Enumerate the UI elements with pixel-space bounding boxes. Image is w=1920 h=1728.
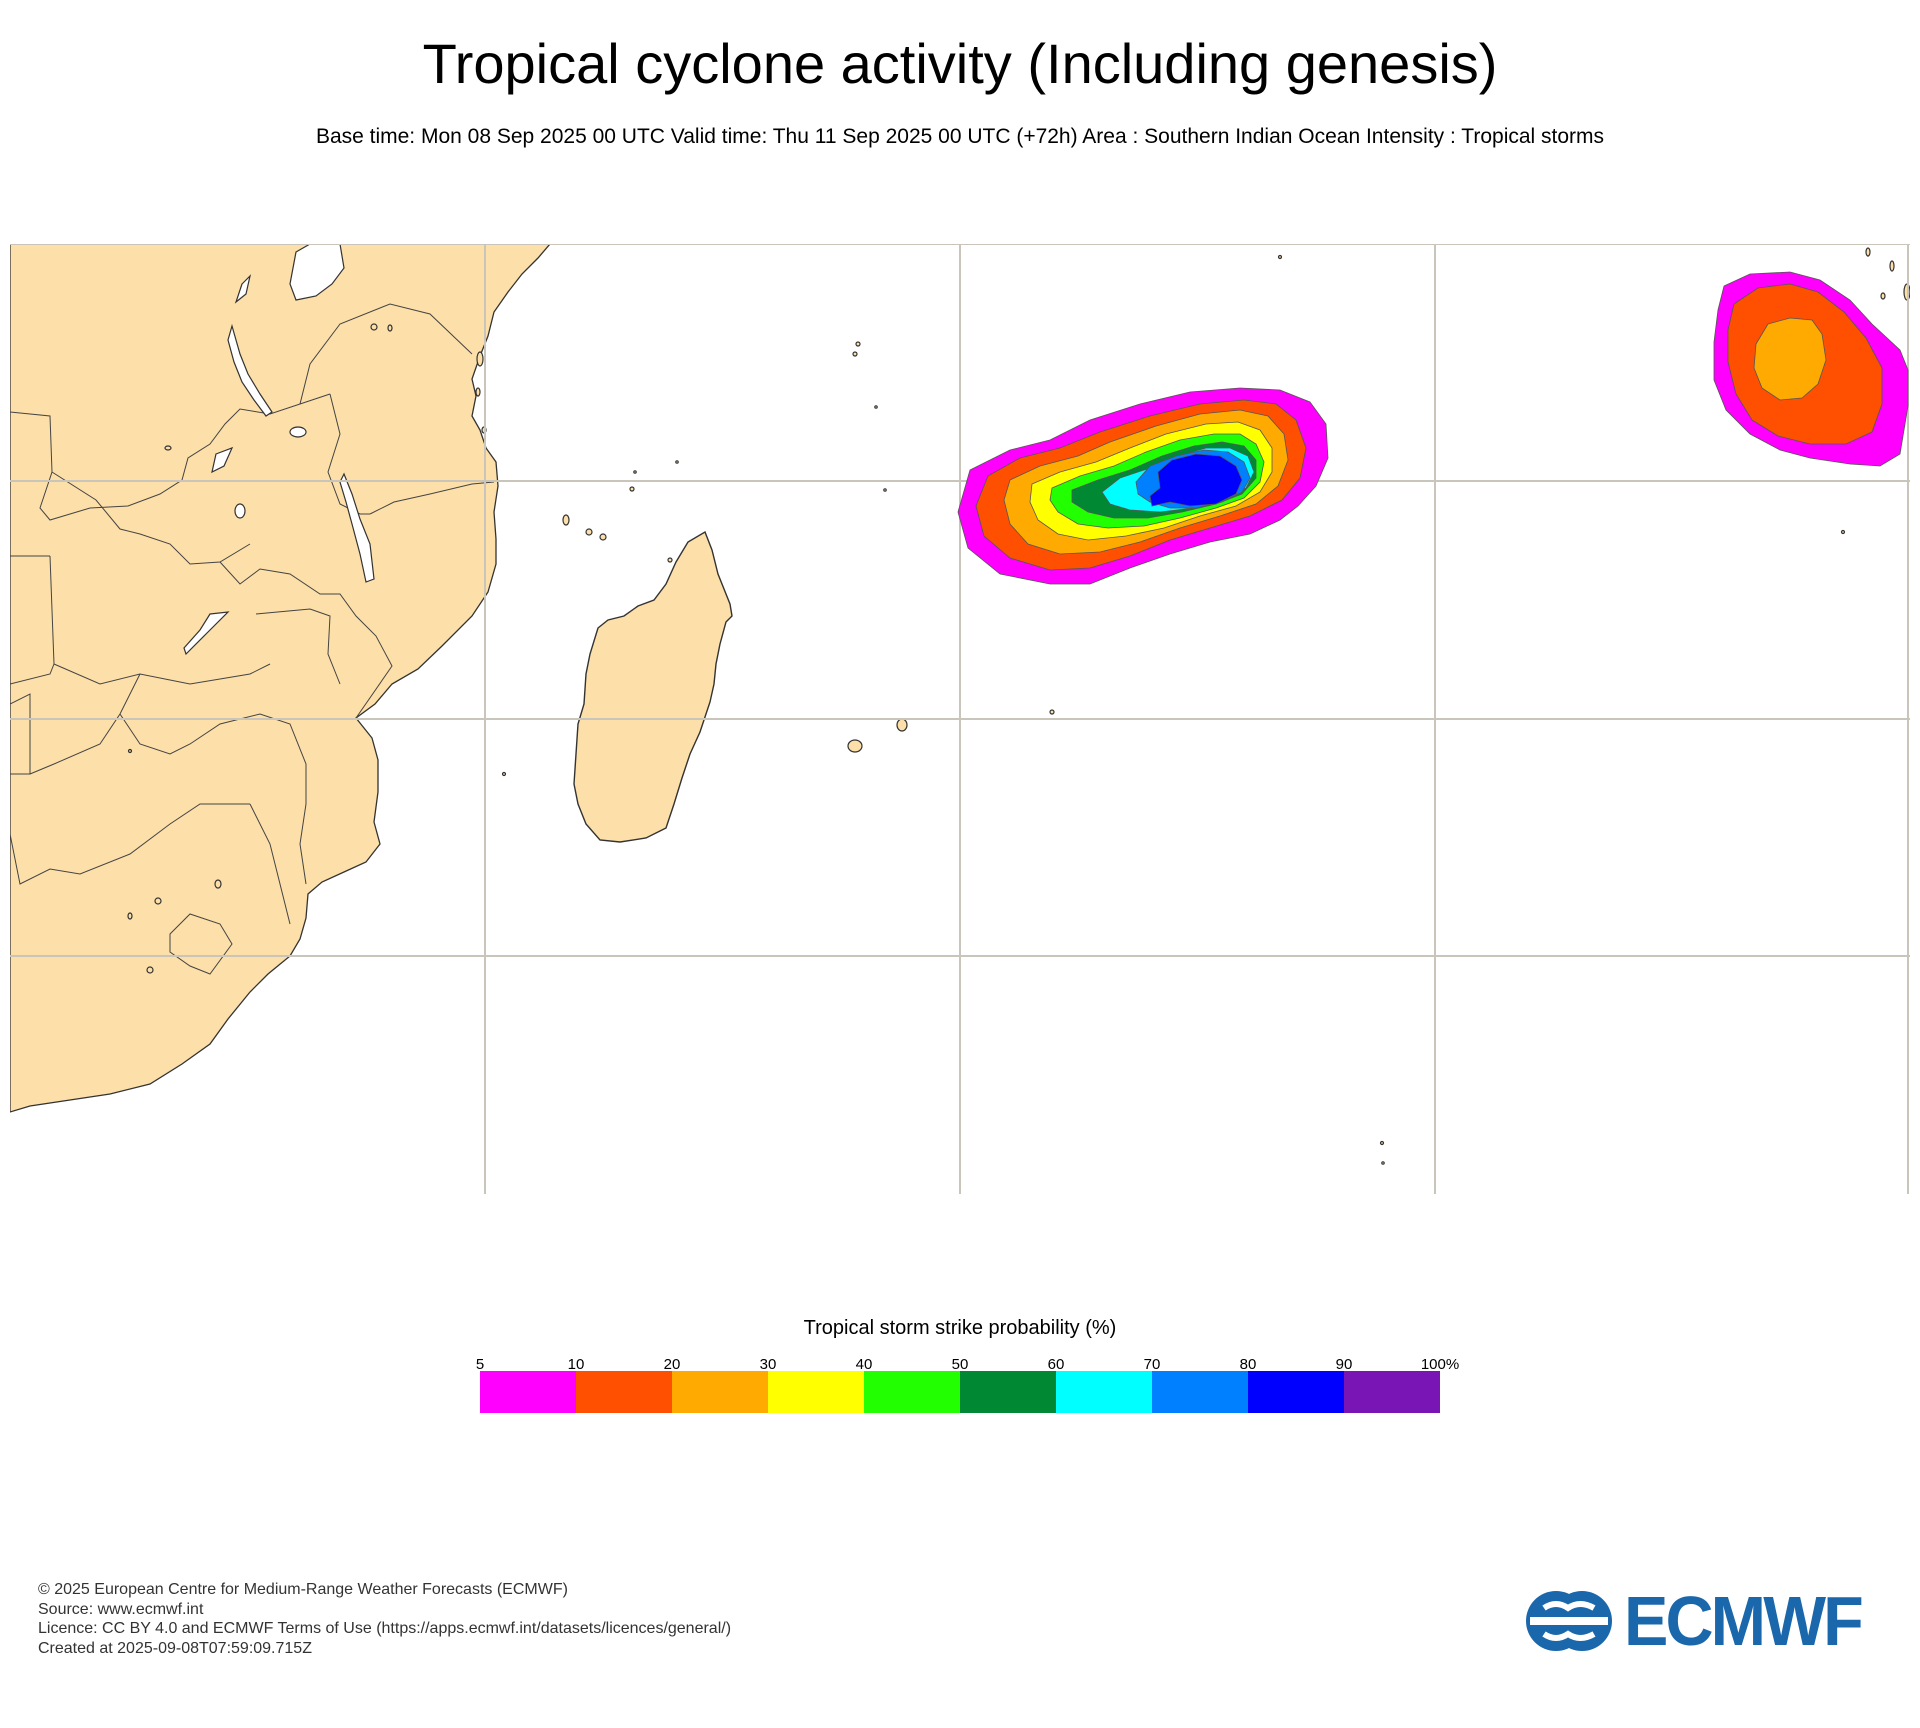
legend-swatch bbox=[576, 1371, 672, 1413]
graticule bbox=[10, 244, 1910, 1194]
footer-copyright: © 2025 European Centre for Medium-Range … bbox=[38, 1581, 568, 1598]
legend-tick-label: 5 bbox=[475, 1356, 485, 1373]
legend-swatch bbox=[768, 1371, 864, 1413]
ecmwf-logo-text: ECMWF bbox=[1624, 1582, 1864, 1660]
ecmwf-logo-icon bbox=[1526, 1591, 1612, 1651]
legend-colorbar bbox=[480, 1371, 1440, 1413]
footer-source: Source: www.ecmwf.int bbox=[38, 1600, 204, 1618]
legend-tick-label: 20 bbox=[663, 1356, 681, 1373]
legend: Tropical storm strike probability (%) 5 1… bbox=[0, 1310, 1920, 1420]
central-storm-probability bbox=[957, 387, 1329, 585]
legend-swatch bbox=[480, 1371, 576, 1413]
eastern-storm-probability bbox=[1713, 271, 1909, 467]
band-20-30 bbox=[1753, 317, 1827, 401]
legend-swatch bbox=[960, 1371, 1056, 1413]
legend-tick-label: 80 bbox=[1239, 1356, 1257, 1373]
page-title: Tropical cyclone activity (Including gen… bbox=[422, 32, 1498, 95]
legend-swatch bbox=[1344, 1371, 1440, 1413]
africa-landmass bbox=[10, 244, 551, 1113]
country-borders bbox=[10, 303, 495, 975]
legend-tick-label: 60 bbox=[1047, 1356, 1065, 1373]
footer: © 2025 European Centre for Medium-Range … bbox=[38, 1580, 938, 1658]
madagascar bbox=[573, 530, 733, 843]
legend-tick-label: 100% bbox=[1420, 1356, 1460, 1373]
lakes bbox=[183, 244, 375, 656]
legend-tick-label: 10 bbox=[567, 1356, 585, 1373]
legend-swatch bbox=[864, 1371, 960, 1413]
ecmwf-logo: ECMWF bbox=[1524, 1586, 1886, 1656]
band-80-90 bbox=[1149, 453, 1243, 507]
page-subtitle: Base time: Mon 08 Sep 2025 00 UTC Valid … bbox=[315, 125, 1605, 148]
map-svg bbox=[10, 244, 1910, 1194]
legend-tick-label: 40 bbox=[855, 1356, 873, 1373]
legend-swatch bbox=[1056, 1371, 1152, 1413]
legend-tick-label: 90 bbox=[1335, 1356, 1353, 1373]
legend-title: Tropical storm strike probability (%) bbox=[803, 1317, 1117, 1339]
legend-tick-label: 70 bbox=[1143, 1356, 1161, 1373]
legend-tick-label: 50 bbox=[951, 1356, 969, 1373]
footer-created: Created at 2025-09-08T07:59:09.715Z bbox=[38, 1639, 312, 1657]
legend-swatch bbox=[1152, 1371, 1248, 1413]
legend-ticks: 5 10 20 30 40 50 60 70 80 90 100% bbox=[0, 1356, 1920, 1376]
legend-swatch bbox=[672, 1371, 768, 1413]
legend-swatch bbox=[1248, 1371, 1344, 1413]
legend-tick-label: 30 bbox=[759, 1356, 777, 1373]
footer-licence: Licence: CC BY 4.0 and ECMWF Terms of Us… bbox=[38, 1620, 732, 1637]
map-panel bbox=[10, 244, 1910, 1194]
